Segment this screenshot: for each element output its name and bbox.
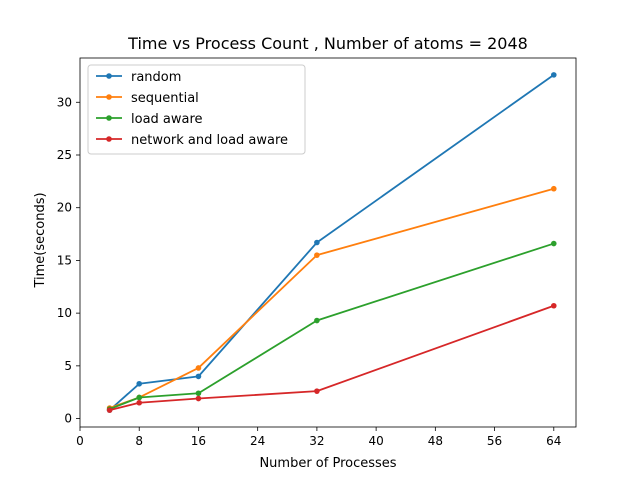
x-tick-label: 32 bbox=[309, 434, 324, 448]
data-point bbox=[314, 239, 320, 246]
data-point bbox=[136, 380, 143, 387]
legend-label: sequential bbox=[131, 91, 199, 106]
legend-swatch-marker bbox=[106, 94, 112, 100]
legend-label: random bbox=[131, 70, 181, 85]
data-point bbox=[314, 317, 320, 324]
data-point bbox=[550, 185, 557, 192]
y-tick-label: 0 bbox=[64, 412, 72, 426]
y-tick-label: 25 bbox=[57, 148, 72, 162]
legend-label: load aware bbox=[131, 112, 203, 127]
data-point bbox=[195, 390, 202, 397]
x-tick-label: 56 bbox=[487, 434, 502, 448]
x-tick-label: 40 bbox=[368, 434, 383, 448]
x-tick-label: 48 bbox=[428, 434, 443, 448]
data-point bbox=[550, 240, 557, 247]
x-tick-label: 64 bbox=[546, 434, 561, 448]
data-point bbox=[195, 365, 202, 371]
axes-frame bbox=[79, 57, 577, 428]
data-point bbox=[195, 373, 202, 380]
data-point bbox=[136, 399, 143, 406]
data-point bbox=[106, 407, 113, 413]
y-tick-label: 15 bbox=[57, 253, 72, 267]
x-tick-label: 16 bbox=[191, 434, 206, 448]
data-point bbox=[136, 394, 143, 401]
data-point bbox=[550, 302, 557, 309]
legend-swatch-marker bbox=[106, 136, 112, 142]
data-point bbox=[314, 388, 320, 394]
x-tick-label: 0 bbox=[76, 434, 84, 448]
plot-area: 0 8 16 24 32 40 48 56 64 0 5 10 15 20 25 30 random sequen… bbox=[57, 57, 577, 448]
y-tick-label: 20 bbox=[57, 201, 72, 215]
x-tick-label: 24 bbox=[250, 434, 265, 448]
x-axis-label: Number of Processes bbox=[259, 456, 396, 471]
x-tick-label: 8 bbox=[135, 434, 143, 448]
legend-box bbox=[87, 64, 306, 155]
chart-title: Time vs Process Count , Number of atoms … bbox=[127, 34, 528, 53]
y-axis-label: Time(seconds) bbox=[33, 192, 48, 288]
legend-label: network and load aware bbox=[131, 133, 288, 148]
legend-swatch-marker bbox=[106, 115, 112, 121]
data-point bbox=[195, 395, 202, 402]
y-tick-label: 10 bbox=[57, 306, 72, 320]
y-tick-label: 5 bbox=[64, 359, 72, 373]
legend-swatch-marker bbox=[106, 73, 112, 79]
data-point bbox=[314, 252, 320, 258]
data-point bbox=[550, 72, 557, 78]
y-tick-label: 30 bbox=[57, 95, 72, 109]
